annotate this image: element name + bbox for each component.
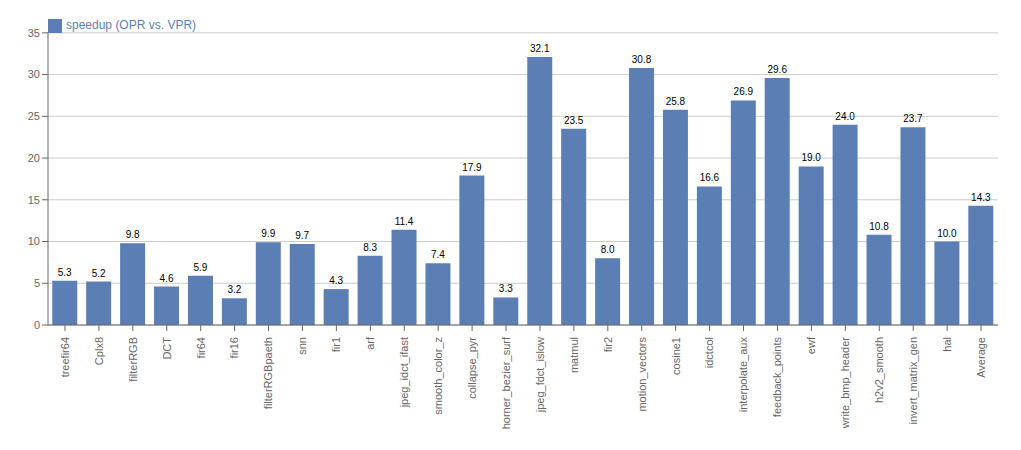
svg-text:invert_matrix_gen: invert_matrix_gen (907, 337, 919, 424)
svg-text:3.2: 3.2 (227, 284, 241, 295)
svg-text:fir2: fir2 (602, 337, 614, 352)
svg-text:write_bmp_header: write_bmp_header (839, 337, 851, 429)
svg-text:motion_vectors: motion_vectors (636, 337, 648, 412)
svg-text:Average: Average (975, 337, 987, 378)
svg-text:32.1: 32.1 (530, 43, 550, 54)
svg-text:jpeg_fdct_islow: jpeg_fdct_islow (534, 337, 546, 413)
html-text:speedup (OPR vs. VPR): speedup (OPR vs. VPR) (66, 18, 197, 32)
svg-text:interpolate_aux: interpolate_aux (737, 337, 749, 413)
svg-text:idctcol: idctcol (703, 337, 715, 368)
svg-text:feedback_points: feedback_points (771, 337, 783, 418)
svg-text:7.4: 7.4 (431, 249, 445, 260)
svg-text:10.0: 10.0 (937, 228, 957, 239)
svg-text:collapse_pyr: collapse_pyr (466, 337, 478, 399)
svg-text:filterRGBpaeth: filterRGBpaeth (262, 337, 274, 409)
svg-text:17.9: 17.9 (462, 162, 482, 173)
svg-text:5.3: 5.3 (58, 267, 72, 278)
svg-text:fir1: fir1 (330, 337, 342, 352)
svg-text:9.7: 9.7 (295, 230, 309, 241)
svg-text:35: 35 (28, 27, 40, 39)
svg-text:25.8: 25.8 (666, 96, 686, 107)
svg-text:cosine1: cosine1 (670, 337, 682, 375)
svg-text:3.3: 3.3 (499, 283, 513, 294)
svg-text:15: 15 (28, 194, 40, 206)
svg-text:hal: hal (941, 337, 953, 352)
svg-text:ewf: ewf (805, 336, 817, 354)
svg-text:8.3: 8.3 (363, 242, 377, 253)
svg-text:9.8: 9.8 (126, 229, 140, 240)
svg-text:fir64: fir64 (195, 337, 207, 358)
svg-text:4.6: 4.6 (160, 273, 174, 284)
svg-text:10: 10 (28, 235, 40, 247)
svg-text:11.4: 11.4 (395, 216, 414, 227)
svg-text:24.0: 24.0 (835, 111, 855, 122)
svg-text:9.9: 9.9 (261, 228, 275, 239)
svg-text:snn: snn (296, 337, 308, 355)
svg-text:23.7: 23.7 (903, 113, 923, 124)
svg-text:10.8: 10.8 (869, 221, 889, 232)
svg-text:0: 0 (34, 319, 40, 331)
svg-text:14.3: 14.3 (971, 192, 991, 203)
svg-text:matmul: matmul (568, 337, 580, 373)
svg-text:23.5: 23.5 (564, 115, 584, 126)
svg-text:5.2: 5.2 (92, 268, 106, 279)
svg-text:arf: arf (364, 336, 376, 350)
svg-text:20: 20 (28, 152, 40, 164)
svg-text:4.3: 4.3 (329, 275, 343, 286)
svg-text:jpeg_idct_ifast: jpeg_idct_ifast (398, 337, 410, 408)
svg-text:h2v2_smooth: h2v2_smooth (873, 337, 885, 403)
svg-text:30.8: 30.8 (632, 54, 652, 65)
svg-text:5.9: 5.9 (194, 262, 208, 273)
svg-text:19.0: 19.0 (801, 152, 821, 163)
svg-text:26.9: 26.9 (734, 86, 754, 97)
svg-text:horner_bezier_surf: horner_bezier_surf (500, 336, 512, 429)
svg-text:29.6: 29.6 (768, 64, 788, 75)
svg-text:smooth_color_z: smooth_color_z (432, 337, 444, 415)
svg-text:30: 30 (28, 68, 40, 80)
svg-text:DCT: DCT (161, 337, 173, 360)
svg-text:16.6: 16.6 (700, 172, 720, 183)
svg-text:filterRGB: filterRGB (127, 337, 139, 382)
svg-text:treefir64: treefir64 (59, 337, 71, 377)
svg-text:Cplx8: Cplx8 (93, 337, 105, 365)
svg-text:fir16: fir16 (228, 337, 240, 358)
svg-text:5: 5 (34, 277, 40, 289)
svg-text:8.0: 8.0 (601, 244, 615, 255)
svg-text:25: 25 (28, 110, 40, 122)
